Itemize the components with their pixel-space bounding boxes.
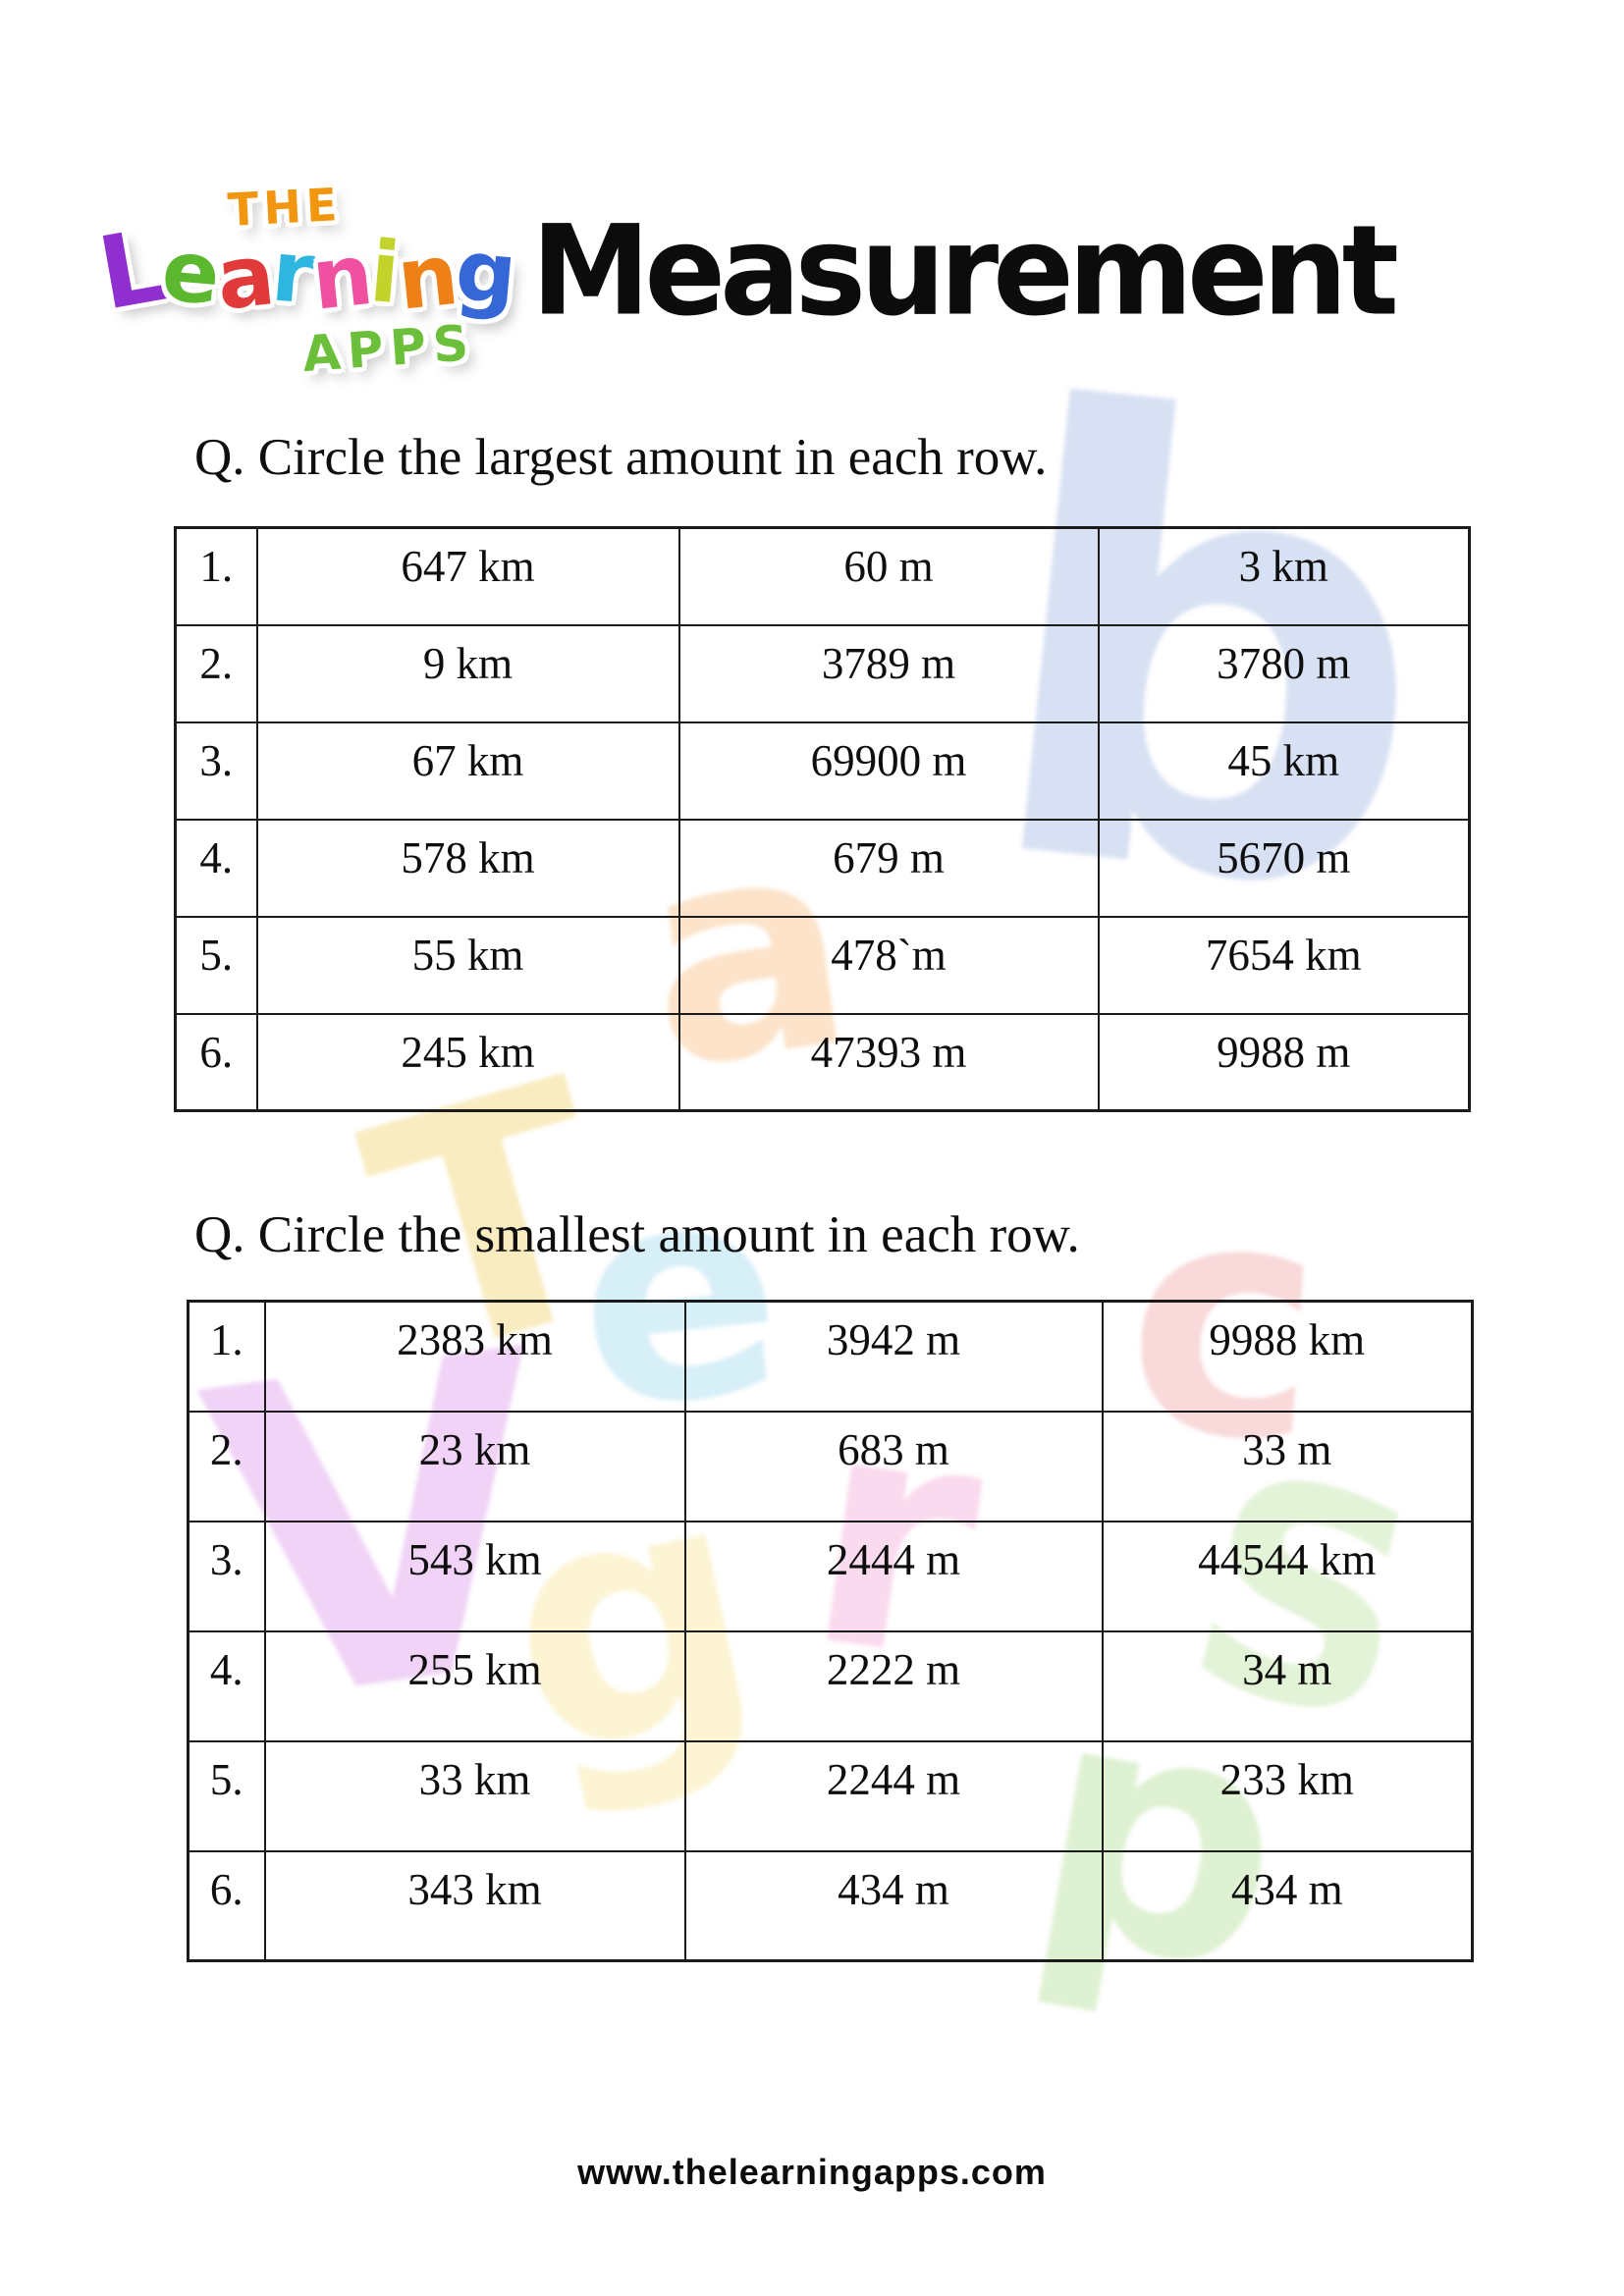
measurement-cell[interactable]: 34 m (1101, 1629, 1474, 1742)
row-number: 6. (174, 1012, 258, 1112)
measurement-cell[interactable]: 578 km (255, 818, 680, 918)
measurement-cell[interactable]: 343 km (263, 1849, 686, 1962)
measurement-cell[interactable]: 33 m (1101, 1410, 1474, 1522)
logo-apps-text: APPS (300, 313, 477, 384)
measurement-cell[interactable]: 33 km (263, 1739, 686, 1852)
measurement-cell[interactable]: 67 km (255, 721, 680, 821)
table-row: 1. 2383 km 3942 m 9988 km (187, 1300, 1474, 1413)
table-row: 3. 67 km 69900 m 45 km (174, 721, 1471, 821)
measurement-cell[interactable]: 434 m (1101, 1849, 1474, 1962)
measurement-cell[interactable]: 647 km (255, 526, 680, 626)
row-number: 1. (187, 1300, 266, 1413)
measurement-cell[interactable]: 683 m (683, 1410, 1104, 1522)
row-number: 3. (174, 721, 258, 821)
question-prompt-smallest: Q. Circle the smallest amount in each ro… (194, 1206, 1080, 1263)
measurement-cell[interactable]: 3942 m (683, 1300, 1104, 1413)
table-row: 2. 9 km 3789 m 3780 m (174, 623, 1471, 723)
measurement-cell[interactable]: 9 km (255, 623, 680, 723)
row-number: 1. (174, 526, 258, 626)
row-number: 4. (174, 818, 258, 918)
measurement-cell[interactable]: 45 km (1097, 721, 1471, 821)
measurement-cell[interactable]: 3 km (1097, 526, 1471, 626)
measurement-cell[interactable]: 245 km (255, 1012, 680, 1112)
measurement-cell[interactable]: 434 m (683, 1849, 1104, 1962)
measurement-cell[interactable]: 255 km (263, 1629, 686, 1742)
page-title: Measurement (531, 198, 1399, 344)
measurement-cell[interactable]: 5670 m (1097, 818, 1471, 918)
measurement-cell[interactable]: 60 m (677, 526, 1100, 626)
measurement-cell[interactable]: 55 km (255, 915, 680, 1015)
measurement-cell[interactable]: 478`m (677, 915, 1100, 1015)
measurement-cell[interactable]: 2383 km (263, 1300, 686, 1413)
measurement-cell[interactable]: 7654 km (1097, 915, 1471, 1015)
measurement-cell[interactable]: 47393 m (677, 1012, 1100, 1112)
logo-learning-text: Learning (90, 207, 518, 333)
row-number: 4. (187, 1629, 266, 1742)
measurement-cell[interactable]: 69900 m (677, 721, 1100, 821)
row-number: 6. (187, 1849, 266, 1962)
question-prompt-largest: Q. Circle the largest amount in each row… (194, 429, 1048, 486)
measurement-cell[interactable]: 3780 m (1097, 623, 1471, 723)
table-row: 2. 23 km 683 m 33 m (187, 1410, 1474, 1522)
learning-apps-logo: THE Learning APPS (90, 178, 530, 398)
measurement-cell[interactable]: 23 km (263, 1410, 686, 1522)
row-number: 3. (187, 1520, 266, 1632)
logo-letter: n (392, 226, 461, 330)
table-row: 6. 245 km 47393 m 9988 m (174, 1012, 1471, 1112)
row-number: 2. (187, 1410, 266, 1522)
table-row: 6. 343 km 434 m 434 m (187, 1849, 1474, 1962)
row-number: 2. (174, 623, 258, 723)
measurement-cell[interactable]: 9988 km (1101, 1300, 1474, 1413)
measurement-cell[interactable]: 543 km (263, 1520, 686, 1632)
measurement-cell[interactable]: 9988 m (1097, 1012, 1471, 1112)
measurement-cell[interactable]: 2222 m (683, 1629, 1104, 1742)
logo-letter: g (451, 221, 518, 325)
website-url: www.thelearningapps.com (577, 2152, 1047, 2192)
measurement-cell[interactable]: 2444 m (683, 1520, 1104, 1632)
table-row: 5. 55 km 478`m 7654 km (174, 915, 1471, 1015)
table-row: 4. 578 km 679 m 5670 m (174, 818, 1471, 918)
measurement-cell[interactable]: 3789 m (677, 623, 1100, 723)
measurement-cell[interactable]: 2244 m (683, 1739, 1104, 1852)
measurement-cell[interactable]: 44544 km (1101, 1520, 1474, 1632)
row-number: 5. (174, 915, 258, 1015)
table-row: 3. 543 km 2444 m 44544 km (187, 1520, 1474, 1632)
table-row: 4. 255 km 2222 m 34 m (187, 1629, 1474, 1742)
smallest-amount-table: 1. 2383 km 3942 m 9988 km 2. 23 km 683 m 33 m 3.… (187, 1300, 1474, 1962)
row-number: 5. (187, 1739, 266, 1852)
measurement-cell[interactable]: 233 km (1101, 1739, 1474, 1852)
measurement-cell[interactable]: 679 m (677, 818, 1100, 918)
logo-letter: n (306, 226, 376, 330)
table-row: 5. 33 km 2244 m 233 km (187, 1739, 1474, 1852)
